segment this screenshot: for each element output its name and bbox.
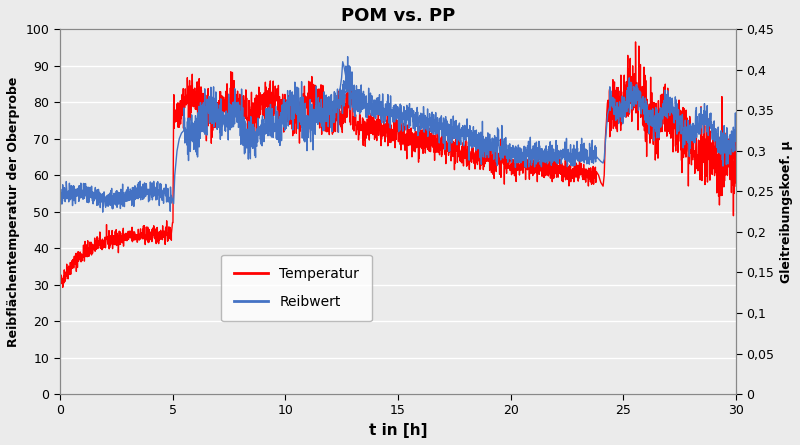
Reibwert (55, 197, 65, 202)
Y-axis label: Reibflächentemperatur der Oberprobe: Reibflächentemperatur der Oberprobe (7, 77, 20, 347)
Line: Temperatur: Temperatur (60, 42, 736, 287)
Line: Reibwert: Reibwert (60, 57, 736, 212)
Reibwert (96, 193, 106, 198)
Temperatur (61, 276, 70, 282)
Reibwert (316, 105, 326, 110)
Temperatur (603, 97, 613, 103)
X-axis label: t in [h]: t in [h] (369, 423, 427, 438)
Temperatur (55, 280, 65, 285)
Temperatur (731, 183, 741, 189)
Temperatur (110, 239, 120, 245)
Reibwert (731, 135, 741, 140)
Reibwert (638, 101, 648, 106)
Temperatur (630, 39, 640, 44)
Reibwert (98, 210, 107, 215)
Reibwert (420, 114, 430, 119)
Reibwert (343, 54, 353, 59)
Y-axis label: Gleitreibungskoef. μ: Gleitreibungskoef. μ (780, 141, 793, 283)
Legend: Temperatur, Reibwert: Temperatur, Reibwert (221, 255, 372, 321)
Title: POM vs. PP: POM vs. PP (341, 7, 455, 25)
Reibwert (221, 114, 230, 119)
Temperatur (118, 243, 128, 249)
Temperatur (122, 238, 132, 243)
Temperatur (58, 285, 67, 290)
Temperatur (441, 161, 450, 166)
Reibwert (565, 154, 574, 160)
